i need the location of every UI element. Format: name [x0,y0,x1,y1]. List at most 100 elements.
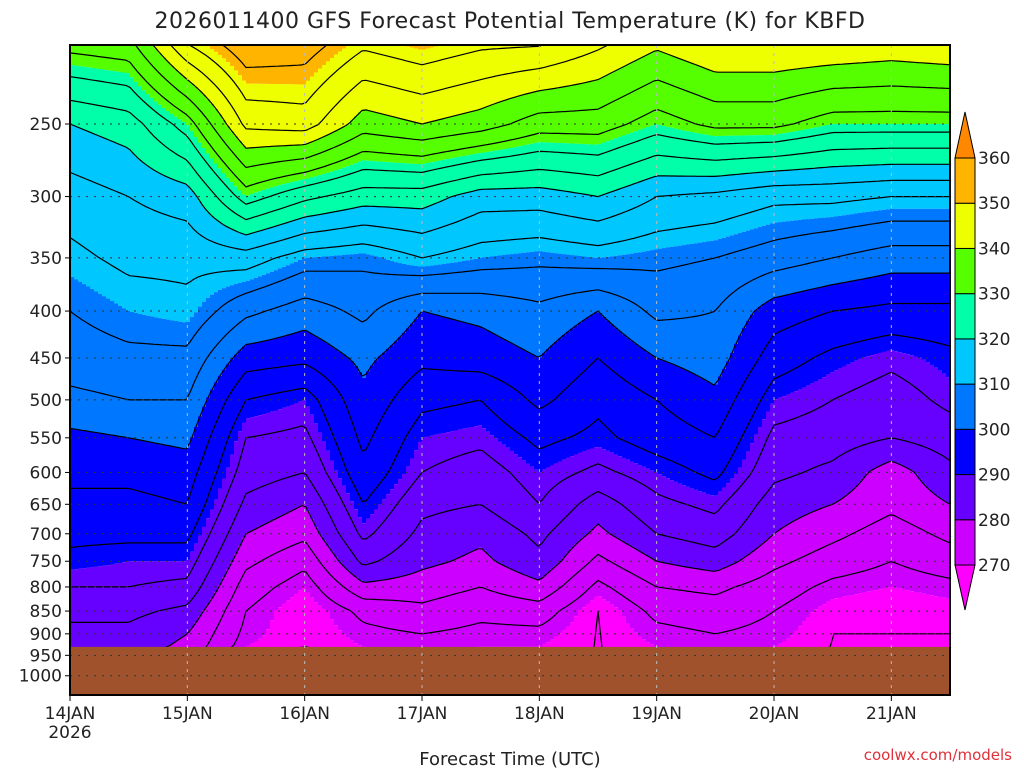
contour-band-cell [158,104,163,174]
contour-band-cell [942,597,947,695]
contour-band-cell [74,65,79,127]
contour-band-cell [378,356,383,505]
contour-band-cell [354,253,359,366]
contour-band-cell [858,358,863,483]
contour-band-cell [402,207,407,264]
contour-line-340 [152,45,950,149]
contour-band-cell [486,189,491,257]
contour-band-cell [762,225,767,304]
contour-band-cell [254,147,259,193]
contour-band-cell [518,253,523,348]
contour-band-cell [290,510,295,598]
contour-band-cell [702,134,707,177]
contour-band-cell [818,379,823,509]
contour-band-cell [710,571,715,651]
contour-band-cell [478,45,483,110]
contour-band-cell [178,447,183,562]
contour-band-cell [286,84,291,146]
contour-band-cell [238,190,243,233]
contour-band-cell [614,70,619,139]
contour-band-cell [590,529,595,601]
contour-band-cell [850,595,855,695]
contour-band-cell [894,208,899,274]
contour-band-cell [658,561,663,648]
contour-band-cell [466,155,471,193]
contour-band-cell [330,57,335,133]
contour-band-cell [78,128,83,282]
contour-band-cell [786,170,791,222]
contour-band-cell [746,451,751,555]
contour-band-cell [406,328,411,467]
contour-band-cell [770,535,775,647]
contour-band-cell [166,561,171,647]
contour-band-cell [326,545,331,611]
contour-band-cell [190,316,195,438]
contour-band-cell [754,172,759,229]
contour-band-cell [414,572,419,651]
contour-band-cell [834,166,839,217]
contour-band-cell [650,354,655,471]
contour-band-cell [874,0,879,18]
contour-band-cell [70,65,75,125]
contour-band-cell [750,443,755,553]
contour-band-cell [482,152,487,190]
contour-band-cell [574,143,579,193]
x-tick-label: 19JAN [631,704,682,724]
contour-band-cell [766,45,771,73]
contour-band-cell [738,560,743,650]
contour-band-cell [678,367,683,484]
contour-band-cell [490,151,495,190]
contour-band-cell [618,136,623,189]
contour-band-cell [910,591,915,695]
contour-band-cell [122,437,127,563]
contour-band-cell [946,164,950,209]
contour-band-cell [94,0,99,22]
contour-band-cell [86,286,91,432]
contour-band-cell [354,365,359,510]
contour-band-cell [878,589,883,695]
contour-band-cell [714,45,719,73]
contour-band-cell [278,268,283,338]
contour-band-cell [846,281,851,365]
contour-band-cell [522,460,527,575]
contour-band-cell [782,170,787,222]
contour-band-cell [782,133,787,171]
contour-band-cell [662,175,667,249]
contour-band-cell [646,54,651,128]
contour-band-cell [110,300,115,436]
y-tick-label: 900 [30,625,62,645]
contour-band-cell [322,441,327,541]
contour-band-cell [822,167,827,218]
contour-band-cell [166,45,171,62]
contour-band-cell [562,143,567,192]
contour-band-cell [350,254,355,362]
contour-band-cell [558,461,563,563]
contour-band-cell [266,83,271,147]
contour-band-cell [902,61,907,124]
contour-band-cell [262,414,267,525]
contour-band-cell [282,336,287,408]
contour-band-cell [438,315,443,434]
contour-line-316 [70,171,950,251]
contour-band-cell [914,474,919,593]
contour-band-cell [690,372,695,489]
contour-band-cell [218,222,223,290]
contour-band-cell [222,577,227,661]
contour-band-cell [646,468,651,557]
contour-band-cell [202,610,207,673]
contour-band-cell [658,474,663,562]
contour-band-cell [706,69,711,135]
contour-band-cell [594,196,599,258]
contour-band-cell [850,281,855,363]
contour-band-cell [350,208,355,255]
contour-band-cell [110,564,115,655]
contour-band-cell [70,124,75,277]
contour-band-cell [430,566,435,651]
contour-band-cell [342,45,347,49]
contour-band-cell [418,313,423,442]
contour-band-cell [634,183,639,253]
contour-band-cell [694,568,699,650]
contour-band-cell [758,72,763,136]
credit-text[interactable]: coolwx.com/models [864,746,1012,764]
contour-band-cell [86,45,91,68]
